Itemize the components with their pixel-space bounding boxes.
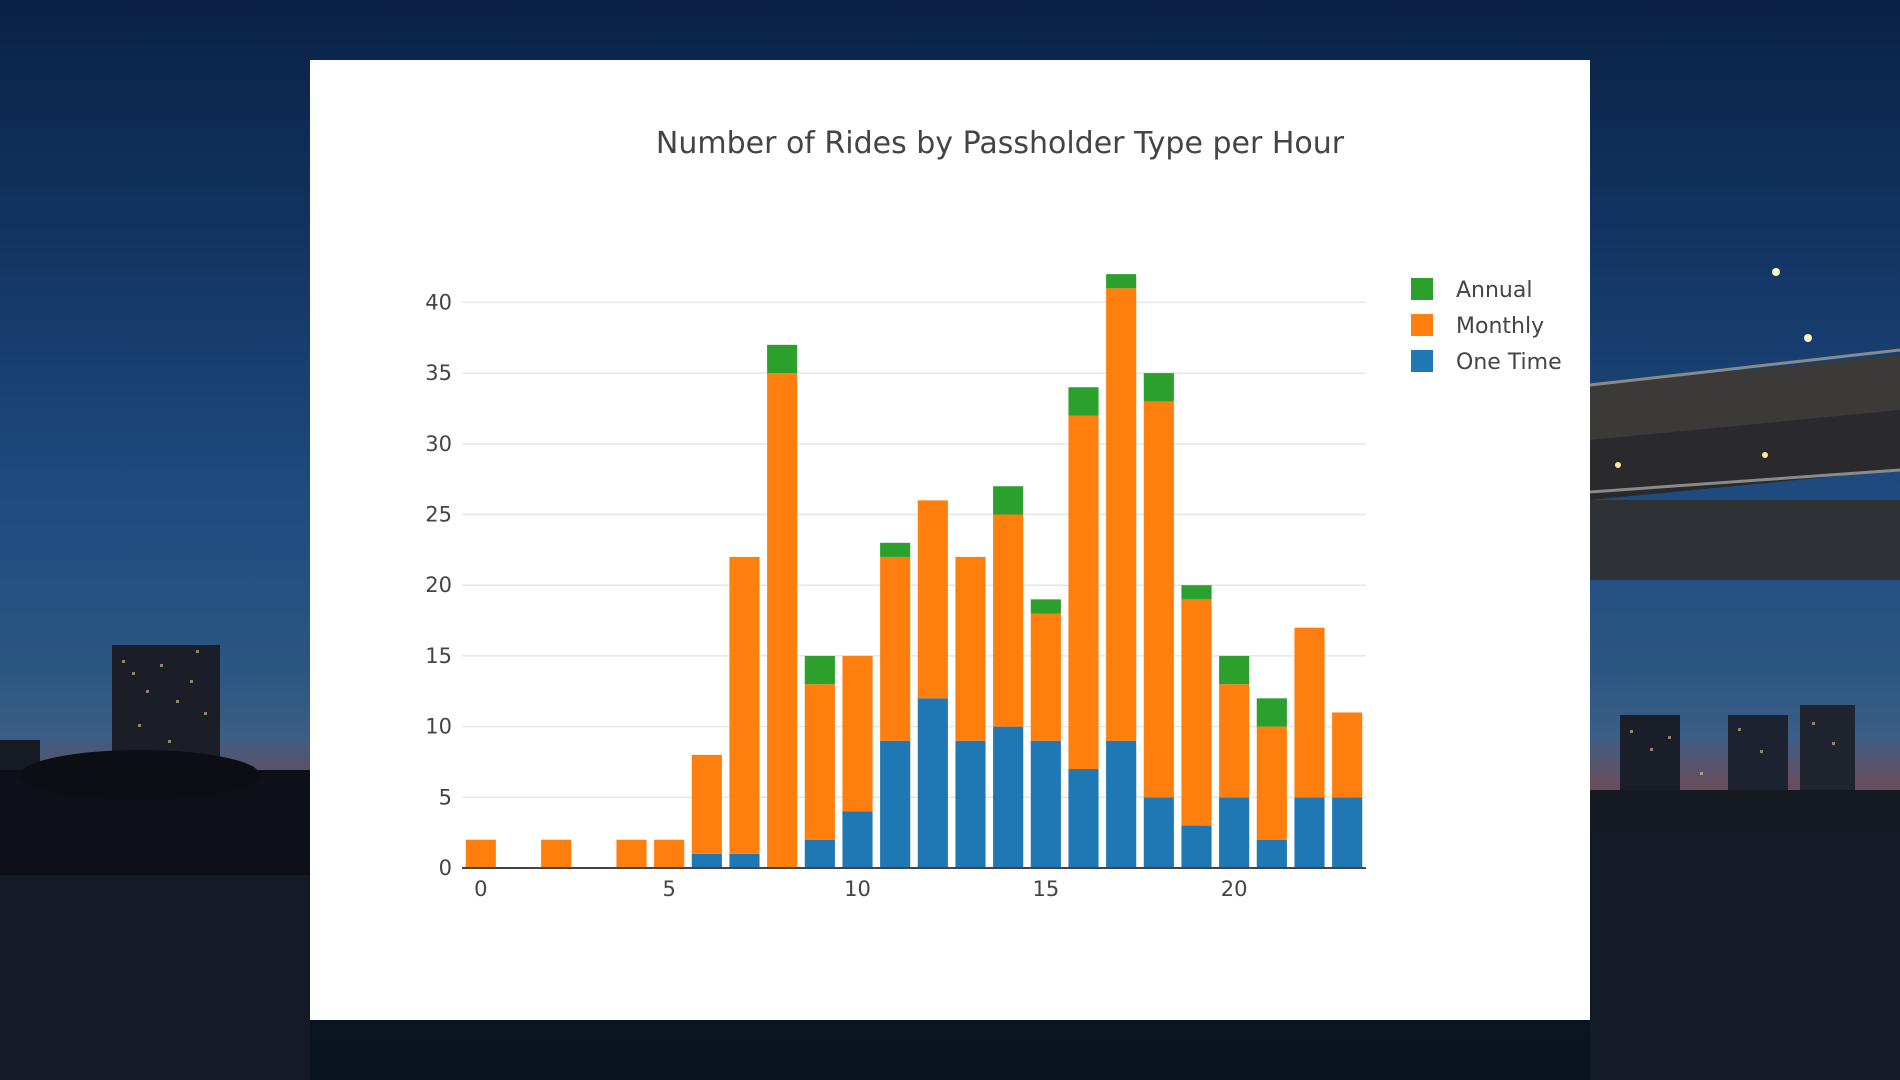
- bar-monthly: [842, 655, 873, 812]
- right-bridge: [1589, 268, 1900, 580]
- bar-annual: [880, 542, 911, 557]
- y-tick-label: 10: [425, 715, 452, 739]
- x-tick-label: 20: [1221, 877, 1248, 901]
- bar-one-time: [1294, 797, 1325, 868]
- bar-monthly: [691, 754, 722, 854]
- bar-annual: [1030, 599, 1061, 614]
- x-tick-label: 0: [474, 877, 487, 901]
- bar-monthly: [729, 556, 760, 854]
- bar-one-time: [880, 740, 911, 868]
- x-tick-label: 5: [662, 877, 675, 901]
- bar-one-time: [1332, 797, 1363, 868]
- bar-monthly: [1294, 627, 1325, 798]
- bar-monthly: [1256, 726, 1287, 840]
- bar-monthly: [465, 839, 496, 868]
- legend[interactable]: Annual Monthly One Time: [1411, 278, 1562, 375]
- bar-one-time: [1068, 769, 1099, 868]
- bar-monthly: [1030, 613, 1061, 741]
- legend-swatch: [1411, 314, 1433, 336]
- bar-monthly: [880, 556, 911, 741]
- bar-one-time: [1143, 797, 1174, 868]
- bar-monthly: [1219, 684, 1250, 798]
- right-skyline: [1590, 705, 1900, 1080]
- bar-annual: [1219, 655, 1250, 685]
- bar-monthly: [955, 556, 986, 741]
- chart-panel: Number of Rides by Passholder Type per H…: [310, 60, 1590, 1020]
- x-tick-label: 15: [1032, 877, 1059, 901]
- bar-monthly: [1106, 288, 1137, 741]
- bar-one-time: [1030, 740, 1061, 868]
- bar-monthly: [1143, 401, 1174, 798]
- bar-one-time: [1219, 797, 1250, 868]
- bar-layer: [465, 274, 1363, 868]
- bar-monthly: [1068, 415, 1099, 770]
- legend-label: Monthly: [1456, 314, 1544, 339]
- bar-one-time: [993, 726, 1024, 868]
- bar-annual: [993, 486, 1024, 515]
- legend-item-monthly[interactable]: Monthly: [1411, 314, 1544, 339]
- bar-annual: [1068, 387, 1099, 416]
- legend-swatch: [1411, 350, 1433, 372]
- bar-annual: [1143, 373, 1174, 402]
- bar-annual: [804, 655, 835, 685]
- bar-one-time: [842, 811, 873, 868]
- y-tick-label: 5: [439, 785, 452, 809]
- right-building-lights: [1630, 722, 1835, 775]
- bar-monthly: [767, 373, 798, 868]
- legend-label: One Time: [1456, 350, 1562, 375]
- legend-swatch: [1411, 278, 1433, 300]
- bar-monthly: [616, 839, 647, 868]
- y-tick-label: 15: [425, 644, 452, 668]
- x-tick-label: 10: [844, 877, 871, 901]
- bar-one-time: [729, 853, 760, 868]
- y-axis-ticks: 0 5 10 15 20 25 30 35 40: [425, 290, 452, 880]
- bar-monthly: [1181, 599, 1212, 826]
- legend-label: Annual: [1456, 278, 1532, 303]
- y-tick-label: 25: [425, 503, 452, 527]
- bar-one-time: [1181, 825, 1212, 868]
- y-tick-label: 40: [425, 290, 452, 314]
- stacked-bar-chart: Number of Rides by Passholder Type per H…: [425, 126, 1562, 901]
- y-tick-label: 20: [425, 573, 452, 597]
- bar-one-time: [917, 698, 948, 868]
- bar-annual: [1256, 698, 1287, 727]
- bar-one-time: [1106, 740, 1137, 868]
- left-skyline: [0, 645, 310, 1080]
- legend-item-one-time[interactable]: One Time: [1411, 350, 1562, 375]
- y-tick-label: 30: [425, 432, 452, 456]
- y-tick-label: 35: [425, 361, 452, 385]
- bar-one-time: [1256, 839, 1287, 868]
- left-building-lights: [122, 650, 207, 743]
- chart-title: Number of Rides by Passholder Type per H…: [656, 126, 1345, 161]
- bar-annual: [1106, 274, 1137, 289]
- grid-layer: [462, 301, 1366, 799]
- x-axis-ticks: 0 5 10 15 20: [474, 877, 1247, 901]
- bar-annual: [1181, 585, 1212, 600]
- bar-one-time: [955, 740, 986, 868]
- bar-annual: [767, 344, 798, 374]
- bar-monthly: [993, 514, 1024, 727]
- bar-monthly: [654, 839, 685, 868]
- bar-monthly: [804, 684, 835, 840]
- bar-monthly: [1332, 712, 1363, 798]
- legend-item-annual[interactable]: Annual: [1411, 278, 1532, 303]
- bar-one-time: [691, 853, 722, 868]
- bar-monthly: [917, 500, 948, 699]
- bar-one-time: [804, 839, 835, 868]
- bar-monthly: [541, 839, 572, 868]
- y-tick-label: 0: [439, 856, 452, 880]
